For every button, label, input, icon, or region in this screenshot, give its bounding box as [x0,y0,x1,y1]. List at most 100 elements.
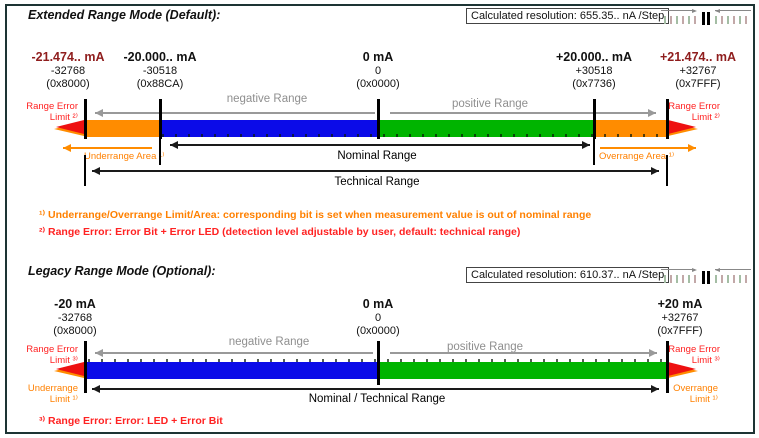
scale-label-neg-error-limit: -21.474.. mA -32768 (0x8000) [20,50,116,91]
value-ma: 0 mA [362,297,394,311]
tick-neg-limit [83,341,87,393]
value-dec: 0 [374,312,382,324]
value-hex: (0x7FFF) [657,325,703,337]
tick-neg-nominal [158,99,162,139]
range-error-arrow-left [54,120,86,137]
positive-range-arrow [390,108,656,117]
positive-range-label: positive Range [451,98,529,110]
label-line: Limit ³⁾ [691,355,720,366]
label-line: Limit ²⁾ [691,112,720,123]
value-hex: (0x0000) [356,78,400,90]
underrange-area-segment [85,120,160,137]
tick-technical-right [666,155,668,186]
range-error-arrow-right [666,362,698,379]
negative-range-label: negative Range [226,93,308,105]
value-dec: -32768 [57,312,93,324]
scale-label-pos-error-limit: +21.474.. mA +32767 (0x7FFF) [650,50,746,91]
footnote-3: ³⁾ Range Error: Error: LED + Error Bit [39,415,223,427]
value-ma: +20 mA [657,297,703,311]
tick-pos-nominal [592,99,596,139]
nominal-technical-range-label: Nominal / Technical Range [308,393,446,405]
label-line: Limit ³⁾ [49,355,78,366]
overrange-area-segment [594,120,667,137]
technical-range-label: Technical Range [334,176,420,188]
scale-label-neg-limit: -20 mA -32768 (0x8000) [27,297,123,338]
nominal-range-label: Nominal Range [337,150,417,162]
label-line: Range Error [26,344,78,355]
value-dec: 0 [374,65,382,77]
bar-step-ticks [162,133,665,137]
positive-range-arrow [390,348,657,357]
range-error-arrow-right [666,120,698,137]
legacy-mode-title: Legacy Range Mode (Optional): [28,264,216,278]
label-line: Limit ¹⁾ [689,394,718,405]
negative-range-arrow [95,108,375,117]
value-hex: (0x88CA) [136,78,184,90]
value-ma: -21.474.. mA [31,50,105,64]
footnote-1: ¹⁾ Underrange/Overrange Limit/Area: corr… [39,209,592,221]
tick-pos-error-limit [665,99,669,139]
tick-underrange-area [159,139,161,165]
value-hex: (0x7FFF) [675,78,721,90]
label-line: Limit ²⁾ [49,112,78,123]
value-hex: (0x8000) [53,325,97,337]
tick-pos-limit [665,341,669,393]
negative-nominal-segment [160,120,378,137]
value-hex: (0x7736) [572,78,616,90]
overrange-arrow [600,143,696,152]
label-line: Limit ¹⁾ [49,394,78,405]
bar-step-ticks [88,359,664,362]
negative-range-label: negative Range [228,336,310,348]
value-ma: -20.000.. mA [123,50,197,64]
outer-border [5,4,755,434]
value-ma: +20.000.. mA [555,50,633,64]
label-line: Range Error [668,344,720,355]
label-line: Overrange [673,383,718,394]
value-dec: +32767 [679,65,717,77]
value-hex: (0x0000) [356,325,400,337]
value-dec: -30518 [142,65,178,77]
positive-nominal-segment [378,120,594,137]
range-error-limit-left-label: Range Error Limit ³⁾ [8,344,78,366]
positive-nominal-segment [378,362,667,379]
overrange-limit-label: Overrange Limit ¹⁾ [650,383,718,405]
extended-range-bar [85,120,667,137]
range-error-limit-right-label: Range Error Limit ³⁾ [650,344,720,366]
resolution-scale-icon [661,266,751,286]
nominal-range-arrow [170,140,590,149]
label-line: Range Error [668,101,720,112]
negative-nominal-segment [85,362,378,379]
tick-overrange-area [592,139,595,165]
scale-label-pos-nominal: +20.000.. mA +30518 (0x7736) [546,50,642,91]
tick-zero [376,99,380,139]
extended-resolution-value: Calculated resolution: 655.35.. nA /Step [466,8,670,24]
extended-mode-title: Extended Range Mode (Default): [28,8,221,22]
tick-zero [376,341,380,385]
value-dec: -32768 [50,65,86,77]
value-dec: +30518 [575,65,613,77]
value-ma: 0 mA [362,50,394,64]
label-line: Range Error [26,101,78,112]
value-ma: +21.474.. mA [659,50,737,64]
underrange-area-label: Underrange Area ¹⁾ [84,151,165,162]
underrange-limit-label: Underrange Limit ¹⁾ [8,383,78,405]
positive-range-label: positive Range [446,341,524,353]
tick-technical-left [84,155,86,186]
legacy-resolution-value: Calculated resolution: 610.37.. nA /Step [466,267,670,283]
value-dec: +32767 [661,312,699,324]
scale-label-zero: 0 mA 0 (0x0000) [330,297,426,338]
range-error-arrow-left [54,362,86,379]
range-error-limit-right-label: Range Error Limit ²⁾ [650,101,720,123]
negative-range-arrow [95,348,373,357]
scale-label-zero: 0 mA 0 (0x0000) [330,50,426,91]
scale-label-pos-limit: +20 mA +32767 (0x7FFF) [632,297,728,338]
scale-label-neg-nominal: -20.000.. mA -30518 (0x88CA) [112,50,208,91]
technical-range-arrow [92,166,659,175]
range-error-limit-left-label: Range Error Limit ²⁾ [8,101,78,123]
legacy-range-bar [85,359,667,379]
label-line: Underrange [27,383,78,394]
nominal-technical-range-arrow [92,384,659,393]
value-hex: (0x8000) [46,78,90,90]
resolution-scale-icon [661,7,751,27]
